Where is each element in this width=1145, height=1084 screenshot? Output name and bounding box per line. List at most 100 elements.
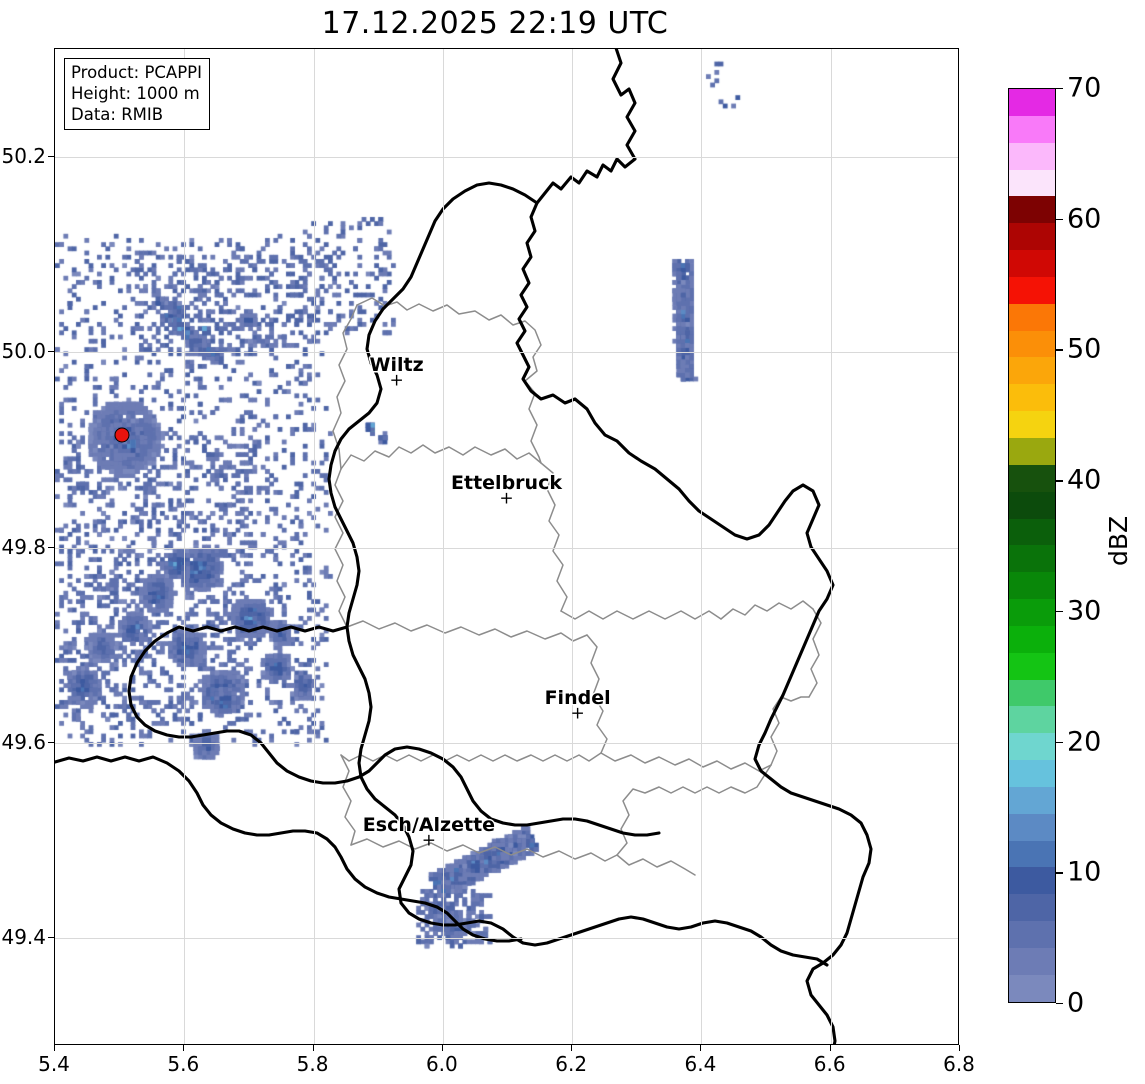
x-axis-tick [54, 1045, 55, 1051]
colorbar-segment [1009, 706, 1055, 734]
colorbar-segment [1009, 169, 1055, 197]
colorbar-tick-label: 10 [1067, 856, 1102, 888]
colorbar-tick [1056, 872, 1063, 874]
x-axis-tick-label: 6.8 [943, 1052, 975, 1076]
y-axis-tick-label: 49.4 [1, 925, 46, 950]
colorbar-tick [1056, 610, 1063, 613]
city-label-esch-alzette: Esch/Alzette [362, 813, 496, 836]
y-axis-tick-label: 49.6 [1, 729, 46, 754]
city-marker-icon: + [421, 830, 437, 851]
grid-line-horizontal [55, 547, 958, 549]
colorbar-tick-label: 20 [1067, 726, 1102, 758]
y-axis-tick [48, 155, 54, 157]
grid-line-horizontal [55, 156, 958, 158]
x-axis-tick [441, 1045, 443, 1051]
info-product: Product: PCAPPI [71, 63, 202, 82]
colorbar-segment [1009, 330, 1055, 358]
colorbar-segment [1009, 276, 1055, 304]
grid-line-vertical [313, 49, 315, 1044]
info-data: Data: RMIB [71, 105, 164, 125]
y-axis-tick [48, 546, 54, 548]
colorbar-title: dBZ [1104, 515, 1133, 566]
grid-line-vertical [830, 49, 832, 1044]
x-axis-tick-label: 5.6 [167, 1052, 200, 1076]
grid-line-vertical [701, 49, 703, 1044]
radar-map-plot [54, 48, 959, 1045]
colorbar-segment [1009, 974, 1055, 1002]
colorbar-segment [1009, 760, 1055, 787]
grid-line-vertical [572, 49, 574, 1044]
colorbar-tick [1056, 88, 1063, 90]
city-marker-icon: + [570, 703, 585, 724]
x-axis-tick [312, 1045, 314, 1051]
colorbar-tick-label: 40 [1067, 464, 1102, 496]
x-axis-tick [700, 1045, 702, 1051]
colorbar-segment [1009, 894, 1055, 922]
dbz-colorbar [1008, 88, 1056, 1003]
grid-line-horizontal [55, 742, 958, 744]
colorbar-segment [1009, 411, 1055, 438]
x-axis-tick-label: 6.2 [555, 1052, 588, 1076]
city-marker-icon: + [389, 370, 404, 391]
x-axis-tick-label: 6.4 [684, 1052, 717, 1076]
radar-site-marker [114, 427, 130, 443]
colorbar-segment [1009, 491, 1055, 519]
colorbar-segment [1009, 840, 1055, 868]
y-axis-tick [48, 937, 54, 939]
national-border [55, 49, 873, 1044]
colorbar-tick [1056, 349, 1063, 351]
grid-line-vertical [442, 49, 444, 1044]
x-axis-tick [829, 1045, 831, 1051]
colorbar-segment [1009, 142, 1055, 170]
grid-line-vertical [184, 49, 186, 1044]
colorbar-segment [1009, 948, 1055, 975]
colorbar-segment [1009, 357, 1055, 385]
x-axis-tick [183, 1045, 185, 1051]
x-axis-tick [571, 1045, 573, 1051]
radar-reflectivity-layer [55, 49, 958, 1044]
colorbar-tick [1056, 741, 1063, 743]
colorbar-tick-label: 70 [1067, 72, 1102, 104]
colorbar-segment [1009, 437, 1055, 465]
x-axis-tick-label: 6.6 [813, 1052, 846, 1076]
colorbar-segment [1009, 115, 1055, 143]
grid-line-horizontal [55, 938, 958, 940]
colorbar-segment [1009, 464, 1055, 492]
colorbar-segment [1009, 921, 1055, 948]
y-axis-tick-label: 50.0 [1, 339, 46, 363]
page-title: 17.12.2025 22:19 UTC [321, 6, 669, 41]
colorbar-segment [1009, 679, 1055, 707]
x-axis-tick-label: 5.4 [38, 1052, 70, 1076]
colorbar-segment [1009, 813, 1055, 841]
y-axis-tick [48, 351, 54, 352]
city-marker-icon: + [499, 488, 514, 509]
colorbar-segment [1009, 518, 1055, 546]
colorbar-segment [1009, 572, 1055, 600]
product-info-box: Product: PCAPPI Height: 1000 m Data: RMI… [64, 58, 210, 131]
colorbar-tick [1056, 1003, 1063, 1005]
city-label-findel: Findel [544, 686, 611, 709]
colorbar-tick-label: 0 [1067, 987, 1085, 1019]
colorbar-tick [1056, 218, 1063, 221]
x-axis-tick-label: 6.0 [425, 1052, 458, 1076]
colorbar-segment [1009, 384, 1055, 412]
colorbar-segment [1009, 89, 1055, 116]
city-label-wiltz: Wiltz [369, 354, 424, 377]
colorbar-segment [1009, 223, 1055, 251]
colorbar-segment [1009, 867, 1055, 895]
colorbar-tick-label: 30 [1067, 595, 1102, 627]
colorbar-segment [1009, 652, 1055, 680]
colorbar-segment [1009, 196, 1055, 224]
y-axis-tick-label: 49.8 [1, 534, 46, 559]
city-label-ettelbruck: Ettelbruck [451, 471, 562, 494]
colorbar-tick-label: 50 [1067, 333, 1102, 365]
colorbar-segment [1009, 599, 1055, 626]
colorbar-segment [1009, 250, 1055, 277]
colorbar-segment [1009, 303, 1055, 331]
y-axis-tick [48, 741, 54, 743]
grid-line-horizontal [55, 352, 958, 353]
colorbar-tick-label: 60 [1067, 203, 1102, 235]
colorbar-segment [1009, 786, 1055, 814]
info-height: Height: 1000 m [71, 84, 200, 104]
colorbar-segment [1009, 545, 1055, 573]
